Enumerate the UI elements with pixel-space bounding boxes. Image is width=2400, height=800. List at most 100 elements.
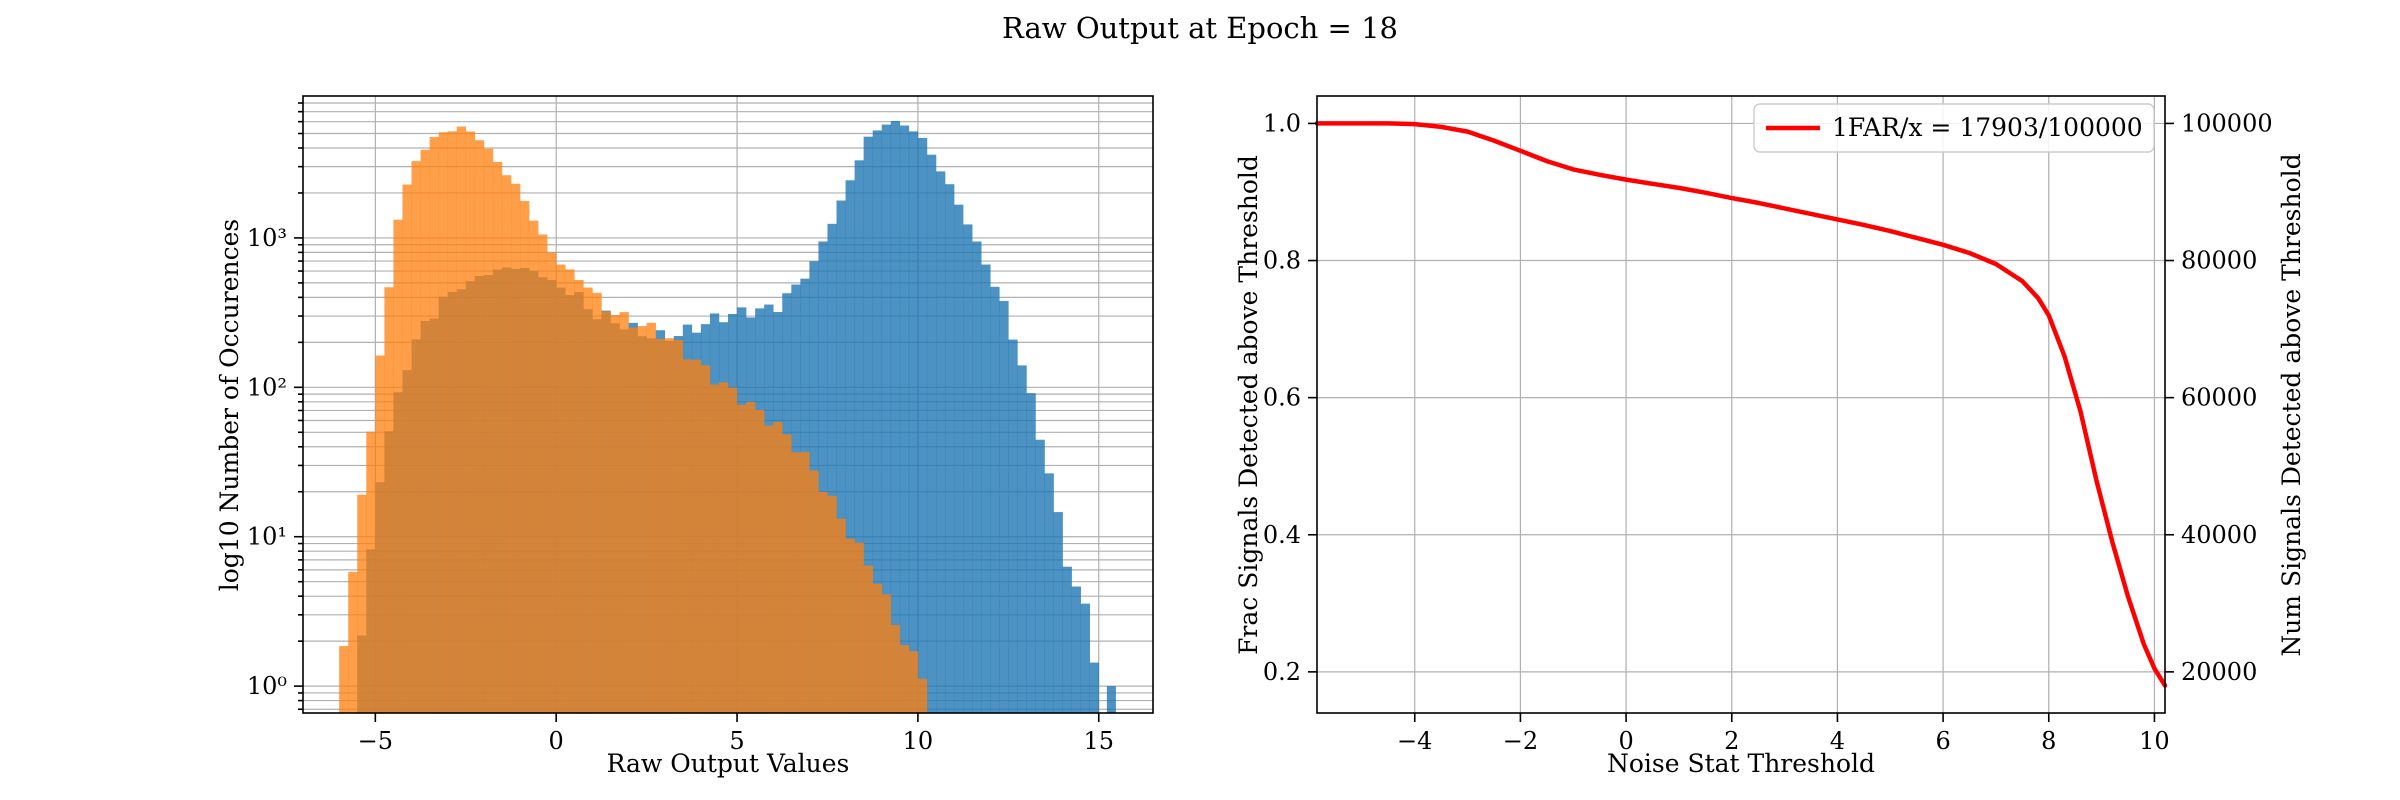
histogram-panel: −5 0 5 10 15 10⁰ 10¹ 10² 10³ Raw Output Values l… xyxy=(215,95,1154,778)
histogram-bar xyxy=(881,594,892,713)
x-tick-label: 10 xyxy=(903,727,934,755)
histogram-bar xyxy=(764,425,774,713)
y-tick-label: 10⁰ xyxy=(247,672,287,700)
histogram-bar xyxy=(501,175,512,713)
histogram-bar xyxy=(1035,439,1045,713)
right-y-tick-label: 40000 xyxy=(2181,521,2257,549)
histogram-bar xyxy=(818,491,828,713)
histogram-bar xyxy=(926,154,937,714)
histogram-bar xyxy=(954,204,964,713)
threshold-gridlines xyxy=(1317,96,2165,713)
x-tick-label: −4 xyxy=(1397,727,1432,755)
histogram-frame xyxy=(302,95,1154,714)
histogram-bar xyxy=(447,131,458,713)
histogram-bar xyxy=(420,149,430,714)
histogram-bar xyxy=(520,200,530,713)
histogram-bar xyxy=(492,161,503,713)
histogram-bar xyxy=(682,359,693,713)
histogram-bar xyxy=(637,326,647,713)
histogram-bar xyxy=(357,494,367,713)
histogram-bar xyxy=(773,421,783,713)
y-tick-label: 0.2 xyxy=(1263,658,1301,686)
histogram-bar xyxy=(429,137,439,713)
y-tick-label: 10² xyxy=(247,373,287,401)
histogram-bar xyxy=(972,241,982,713)
y-tick-label: 10¹ xyxy=(247,523,287,551)
histogram-bar xyxy=(1026,393,1036,713)
threshold-curve xyxy=(1314,121,2168,688)
histogram-bar xyxy=(908,131,919,713)
histogram-bar xyxy=(366,431,376,713)
histogram-y-axis-label: log10 Number of Occurences xyxy=(215,219,244,592)
histogram-bar xyxy=(809,470,819,713)
y-tick-label: 10³ xyxy=(247,224,287,252)
histogram-bar xyxy=(1080,603,1091,713)
histogram-bar xyxy=(1106,686,1116,713)
histogram-bar xyxy=(854,542,864,713)
histogram-bar xyxy=(456,126,467,713)
right-y-tick-label: 100000 xyxy=(2181,109,2273,137)
x-tick-label: 15 xyxy=(1083,727,1114,755)
histogram-bar xyxy=(818,241,828,714)
histogram-bar xyxy=(863,565,873,713)
histogram-bar xyxy=(664,338,675,713)
histogram-ticks: −5 0 5 10 15 10⁰ 10¹ 10² 10³ xyxy=(247,102,1114,755)
histogram-bar xyxy=(791,452,801,713)
threshold-y-axis-label: Frac Signals Detected above Threshold xyxy=(1234,155,1263,655)
histogram-bar xyxy=(836,200,846,714)
histogram-bar xyxy=(908,651,919,713)
figure-title: Raw Output at Epoch = 18 xyxy=(1002,11,1398,45)
x-tick-label: −5 xyxy=(358,727,393,755)
x-tick-label: 10 xyxy=(2139,727,2170,755)
histogram-bar xyxy=(890,624,901,713)
threshold-panel: −4 −2 0 2 4 6 8 10 0.2 0.4 0.6 0.8 1.0 20000 40000 6000… xyxy=(1234,95,2306,778)
histogram-bar xyxy=(963,224,973,713)
histogram-bar xyxy=(402,184,412,714)
histogram-bar xyxy=(538,234,548,714)
threshold-ticks: −4 −2 0 2 4 6 8 10 0.2 0.4 0.6 0.8 1.0 20000 40000 6000… xyxy=(1263,109,2273,755)
histogram-x-axis-label: Raw Output Values xyxy=(607,749,850,778)
histogram-bar xyxy=(728,387,738,713)
histogram-bar xyxy=(583,287,593,713)
histogram-bar xyxy=(872,583,883,713)
histogram-bar xyxy=(1062,566,1072,713)
histogram-bar xyxy=(1017,365,1027,713)
histogram-bar xyxy=(1008,339,1018,713)
histogram-bar xyxy=(827,223,837,714)
legend-label: 1FAR/x = 17903/100000 xyxy=(1832,113,2143,142)
histogram-bar xyxy=(529,220,539,713)
histogram-bar xyxy=(917,137,928,714)
histogram-bar xyxy=(474,140,485,713)
histogram-bar xyxy=(836,518,846,713)
x-tick-label: 4 xyxy=(1830,727,1845,755)
right-y-tick-label: 80000 xyxy=(2181,247,2257,275)
histogram-bar xyxy=(565,269,575,713)
histogram-bar xyxy=(411,161,421,713)
histogram-bar xyxy=(854,160,864,713)
histogram-bar xyxy=(628,327,638,713)
x-tick-label: 0 xyxy=(549,727,564,755)
histogram-bar xyxy=(384,287,394,713)
histogram-bar xyxy=(990,286,1000,713)
histogram-bar xyxy=(339,646,349,713)
histogram-bar xyxy=(610,315,620,713)
x-tick-label: 6 xyxy=(1935,727,1950,755)
histogram-bar xyxy=(899,644,910,713)
x-tick-label: 0 xyxy=(1618,727,1633,755)
histogram-bar xyxy=(917,678,928,713)
threshold-frame xyxy=(1316,95,2166,714)
legend-box xyxy=(1753,103,2155,153)
histogram-bar xyxy=(746,401,756,713)
histogram-bar xyxy=(393,219,403,714)
x-tick-label: 2 xyxy=(1724,727,1739,755)
histogram-bars xyxy=(339,120,1116,714)
histogram-bar xyxy=(691,359,702,713)
x-tick-label: 5 xyxy=(729,727,744,755)
histogram-bar xyxy=(556,264,566,713)
histogram-bar xyxy=(827,495,837,713)
histogram-bar xyxy=(718,382,729,713)
histogram-bar xyxy=(800,451,810,713)
right-y-tick-label: 60000 xyxy=(2181,384,2257,412)
histogram-bar xyxy=(945,184,955,713)
legend: 1FAR/x = 17903/100000 xyxy=(1753,103,2155,153)
